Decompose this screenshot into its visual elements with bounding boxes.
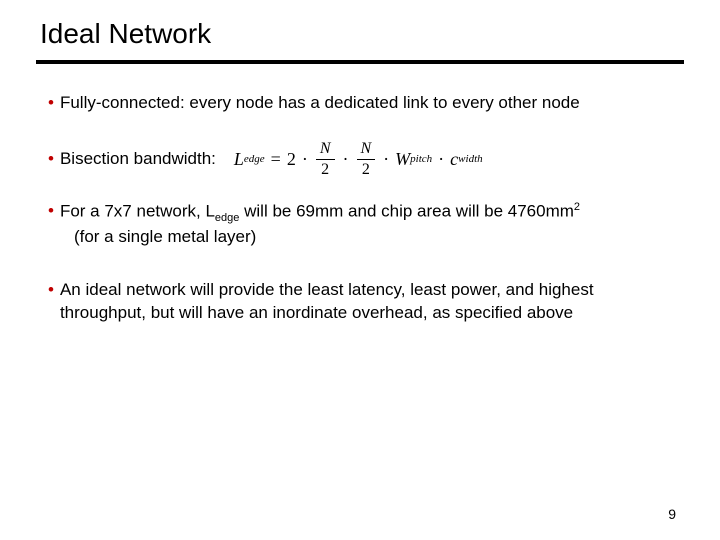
content-area: • Fully-connected: every node has a dedi… <box>36 92 684 325</box>
bullet-4-text: An ideal network will provide the least … <box>60 279 684 325</box>
b3-part2: will be 69mm and chip area will be 4760m… <box>239 202 574 221</box>
frac1-top: N <box>316 141 335 157</box>
bullet-2: • Bisection bandwidth: Ledge = 2 · N 2 ·… <box>48 141 684 178</box>
slide-title: Ideal Network <box>36 18 684 50</box>
b3-part1: For a 7x7 network, L <box>60 202 215 221</box>
frac1-bar <box>316 159 335 160</box>
formula-dot-4: · <box>438 147 444 171</box>
bullet-4: • An ideal network will provide the leas… <box>48 279 684 325</box>
bullet-mark-icon: • <box>48 92 54 115</box>
page-number: 9 <box>668 506 676 522</box>
formula-W: W <box>395 147 410 171</box>
formula-dot-1: · <box>302 147 308 171</box>
formula-lhs-sub: edge <box>244 152 265 167</box>
formula-lhs-L: L <box>234 147 244 171</box>
bullet-1: • Fully-connected: every node has a dedi… <box>48 92 684 115</box>
frac1-bot: 2 <box>317 162 333 178</box>
bullet-mark-icon: • <box>48 148 54 171</box>
frac2-top: N <box>357 141 376 157</box>
frac2-bar <box>357 159 376 160</box>
bullet-mark-icon: • <box>48 279 54 302</box>
slide: Ideal Network • Fully-connected: every n… <box>0 0 720 540</box>
title-rule <box>36 60 684 64</box>
bullet-1-text: Fully-connected: every node has a dedica… <box>60 92 684 115</box>
b3-sub: edge <box>215 212 239 224</box>
bullet-2-label: Bisection bandwidth: <box>60 148 216 171</box>
bullet-mark-icon: • <box>48 200 54 223</box>
b3-cont: (for a single metal layer) <box>60 226 256 249</box>
b3-sup: 2 <box>574 201 580 213</box>
formula-eq: = <box>271 147 281 171</box>
formula-c-sub: width <box>458 152 482 167</box>
formula-dot-2: · <box>343 147 349 171</box>
formula-two: 2 <box>287 147 296 171</box>
formula-W-sub: pitch <box>410 152 432 167</box>
bullet-3-body: For a 7x7 network, Ledge will be 69mm an… <box>60 200 684 249</box>
formula-frac-1: N 2 <box>316 141 335 178</box>
frac2-bot: 2 <box>358 162 374 178</box>
bisection-formula: Ledge = 2 · N 2 · N 2 · Wpitch · cwidt <box>234 141 483 178</box>
formula-frac-2: N 2 <box>357 141 376 178</box>
bullet-3: • For a 7x7 network, Ledge will be 69mm … <box>48 200 684 249</box>
formula-dot-3: · <box>383 147 389 171</box>
formula-c: c <box>450 147 458 171</box>
